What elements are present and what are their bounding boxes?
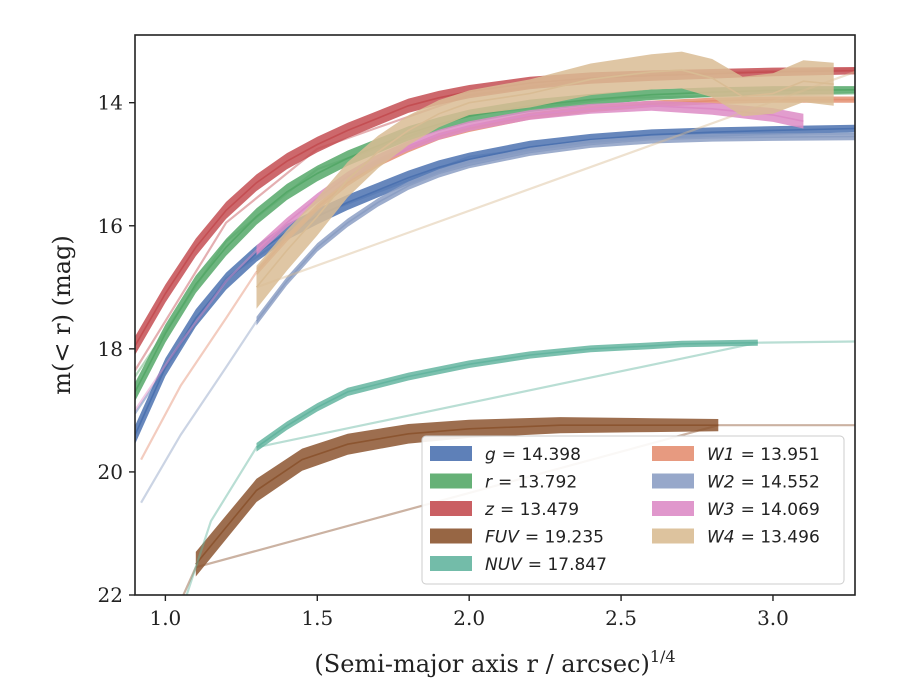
series-w4 — [255, 51, 855, 309]
series-line — [255, 69, 834, 288]
y-tick-label: 20 — [98, 460, 123, 484]
legend-swatch — [430, 446, 472, 461]
legend-value: = 13.792 — [498, 473, 577, 493]
x-axis-label: (Semi-major axis r / arcsec)1/4 — [314, 647, 675, 678]
legend-variable: NUV — [485, 555, 523, 575]
legend-value: = 14.398 — [502, 445, 581, 465]
series-band — [256, 51, 834, 309]
legend-label: FUV = 19.235 — [485, 528, 604, 548]
series-nuv — [185, 339, 855, 595]
legend-frame — [421, 435, 845, 585]
legend-swatch — [652, 473, 694, 489]
legend-label: W3 = 14.069 — [707, 500, 820, 520]
legend-item-w4: W4 = 13.496 — [652, 528, 820, 548]
legend-item-r: r = 13.792 — [430, 473, 577, 493]
x-axis-label-superscript: 1/4 — [650, 647, 676, 666]
legend-swatch — [652, 446, 694, 461]
y-tick-label: 22 — [98, 583, 123, 607]
series-secondary-line — [140, 271, 258, 461]
x-tick-label: 2.5 — [605, 606, 637, 630]
x-axis: 1.0 1.5 2.0 2.5 3.0 — [149, 595, 789, 630]
plot-frame — [134, 34, 856, 596]
series-w2 — [140, 132, 855, 504]
legend-value: = 13.479 — [500, 500, 579, 520]
legend-value: = 17.847 — [528, 555, 607, 575]
legend-item-w2: W2 = 14.552 — [652, 473, 820, 493]
series-secondary-line — [140, 320, 258, 504]
series-band — [135, 67, 855, 355]
legend-label: r = 13.792 — [485, 473, 577, 493]
x-tick-label: 2.0 — [453, 606, 485, 630]
series-line — [256, 341, 758, 448]
legend-swatch — [430, 556, 472, 571]
legend-label: NUV = 17.847 — [485, 555, 607, 575]
legend-item-nuv: NUV = 17.847 — [430, 555, 607, 575]
series-line — [195, 424, 719, 565]
legend-item-fuv: FUV = 19.235 — [430, 528, 604, 548]
legend-label: W1 = 13.951 — [707, 445, 820, 465]
legend-variable: W2 — [707, 473, 735, 493]
y-tick-label: 14 — [98, 91, 123, 115]
series-fuv — [182, 417, 855, 595]
legend-item-z: z = 13.479 — [430, 500, 579, 520]
legend-variable: r — [485, 473, 493, 493]
legend-value: = 14.552 — [741, 473, 820, 493]
legend-swatch — [430, 528, 472, 544]
legend-variable: z — [484, 500, 495, 520]
legend-variable: W3 — [707, 500, 735, 520]
legend-swatch — [652, 501, 694, 516]
x-tick-label: 1.0 — [149, 606, 181, 630]
y-tick-label: 18 — [98, 337, 123, 361]
legend-swatch — [430, 501, 472, 516]
legend-item-w1: W1 = 13.951 — [652, 445, 820, 465]
series-g — [135, 124, 855, 445]
legend-label: g = 14.398 — [485, 445, 581, 465]
x-axis-label-text: (Semi-major axis r / arcsec) — [314, 650, 649, 678]
legend-variable: g — [485, 445, 496, 465]
x-tick-label: 3.0 — [757, 606, 789, 630]
legend-swatch — [652, 528, 694, 544]
series-band — [135, 124, 855, 445]
legend-value: = 19.235 — [525, 528, 604, 548]
y-tick-label: 16 — [98, 214, 123, 238]
legend-value: = 14.069 — [741, 500, 820, 520]
legend-variable: FUV — [485, 528, 520, 548]
legend-swatch — [430, 473, 472, 489]
legend-item-g: g = 14.398 — [430, 445, 581, 465]
series-secondary-line — [135, 249, 258, 412]
legend-variable: W1 — [707, 445, 735, 465]
x-tick-label: 1.5 — [301, 606, 333, 630]
legend-label: z = 13.479 — [484, 500, 579, 520]
y-axis-label: m(< r) (mag) — [48, 235, 76, 394]
series-band — [195, 417, 719, 577]
y-axis: 14 16 18 20 22 — [98, 91, 135, 607]
series-line — [135, 127, 855, 436]
legend-value: = 13.496 — [741, 528, 820, 548]
series-layer — [135, 51, 855, 595]
legend-label: W2 = 14.552 — [707, 473, 820, 493]
series-line — [255, 135, 855, 322]
legend-item-w3: W3 = 14.069 — [652, 500, 820, 520]
series-band — [256, 339, 758, 452]
legend-value: = 13.951 — [741, 445, 820, 465]
legend-label: W4 = 13.496 — [707, 528, 820, 548]
series-band — [256, 100, 804, 256]
legend-variable: W4 — [707, 528, 735, 548]
